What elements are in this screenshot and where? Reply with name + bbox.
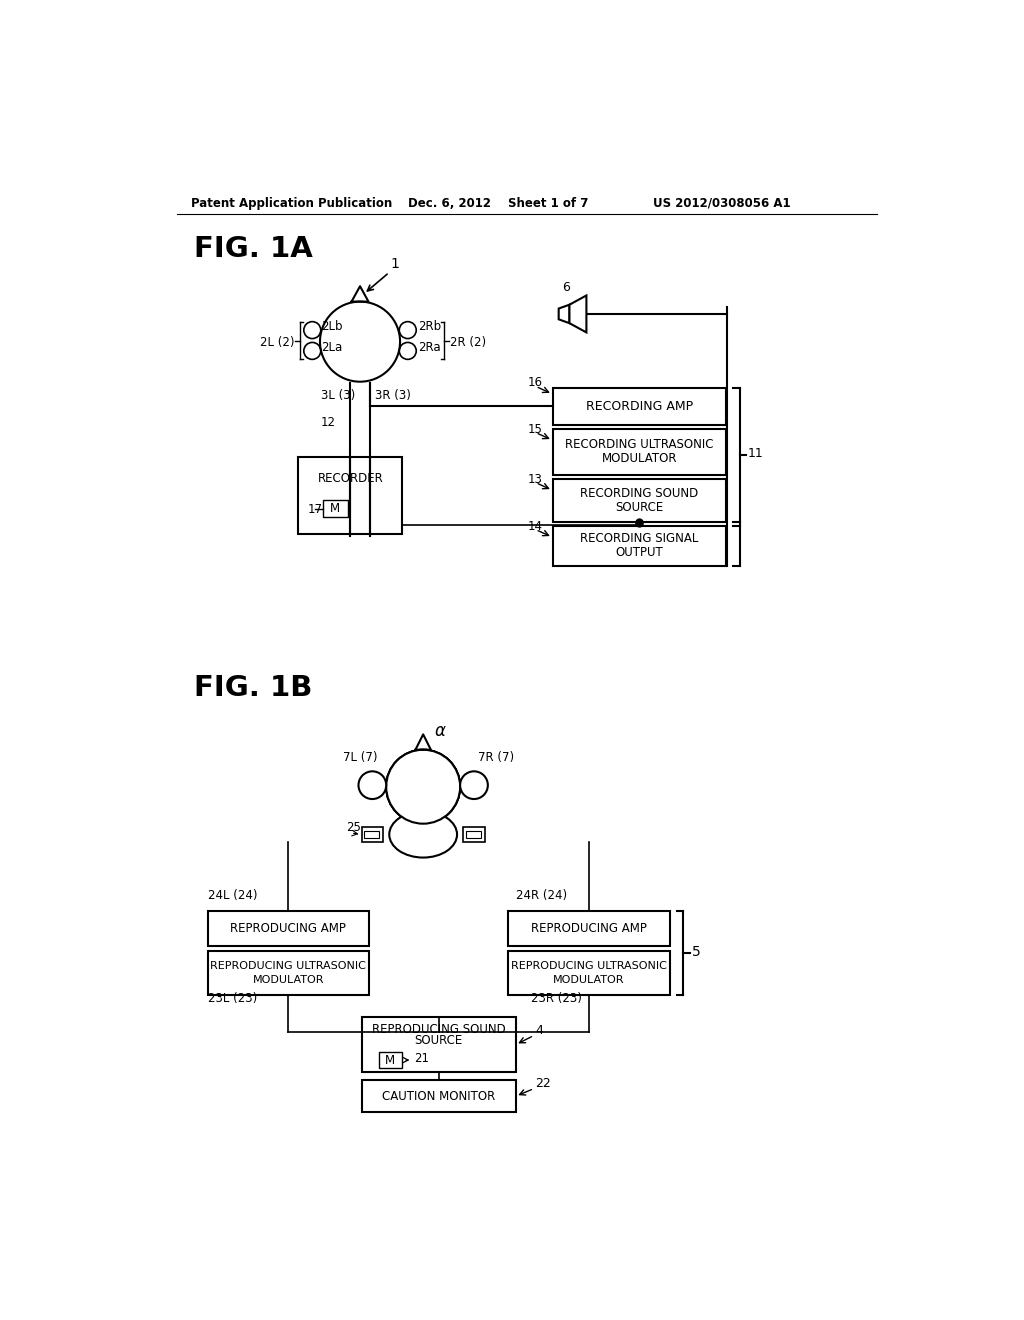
Text: 5: 5	[692, 945, 700, 958]
FancyBboxPatch shape	[361, 1080, 515, 1113]
FancyBboxPatch shape	[508, 950, 670, 995]
Text: MODULATOR: MODULATOR	[601, 453, 677, 465]
Text: US 2012/0308056 A1: US 2012/0308056 A1	[652, 197, 791, 210]
FancyBboxPatch shape	[208, 911, 370, 946]
Text: CAUTION MONITOR: CAUTION MONITOR	[382, 1090, 496, 1102]
FancyBboxPatch shape	[553, 388, 726, 425]
Text: REPRODUCING ULTRASONIC: REPRODUCING ULTRASONIC	[211, 961, 367, 972]
Text: 2Rb: 2Rb	[419, 319, 441, 333]
Text: 2L (2): 2L (2)	[260, 335, 295, 348]
Text: 1: 1	[391, 256, 399, 271]
Polygon shape	[569, 296, 587, 333]
Text: 3R (3): 3R (3)	[375, 388, 411, 401]
Text: 2Ra: 2Ra	[419, 341, 441, 354]
Text: 22: 22	[536, 1077, 551, 1090]
Text: 7R (7): 7R (7)	[478, 751, 514, 763]
Text: REPRODUCING AMP: REPRODUCING AMP	[530, 923, 646, 936]
Text: 15: 15	[528, 422, 543, 436]
Ellipse shape	[389, 812, 457, 858]
Text: 7L (7): 7L (7)	[343, 751, 378, 763]
Text: RECORDING ULTRASONIC: RECORDING ULTRASONIC	[565, 438, 714, 451]
Text: FIG. 1A: FIG. 1A	[194, 235, 312, 263]
FancyBboxPatch shape	[553, 429, 726, 475]
Text: M: M	[385, 1053, 395, 1067]
FancyBboxPatch shape	[553, 525, 726, 566]
Text: 14: 14	[528, 520, 543, 532]
Text: 24R (24): 24R (24)	[515, 890, 566, 902]
FancyBboxPatch shape	[463, 826, 484, 842]
Text: Patent Application Publication: Patent Application Publication	[190, 197, 392, 210]
Circle shape	[386, 750, 460, 824]
Text: RECORDING SOUND: RECORDING SOUND	[580, 487, 698, 500]
Text: 6: 6	[562, 281, 570, 294]
FancyBboxPatch shape	[361, 826, 383, 842]
FancyBboxPatch shape	[508, 911, 670, 946]
Circle shape	[358, 771, 386, 799]
FancyBboxPatch shape	[323, 500, 348, 517]
FancyBboxPatch shape	[466, 830, 481, 838]
Text: RECORDING SIGNAL: RECORDING SIGNAL	[580, 532, 698, 545]
Text: 11: 11	[749, 447, 764, 461]
Text: Sheet 1 of 7: Sheet 1 of 7	[508, 197, 588, 210]
FancyBboxPatch shape	[361, 1016, 515, 1072]
FancyBboxPatch shape	[298, 457, 402, 535]
Text: $\alpha$: $\alpha$	[434, 722, 446, 741]
Text: MODULATOR: MODULATOR	[553, 975, 625, 985]
FancyBboxPatch shape	[364, 830, 379, 838]
FancyBboxPatch shape	[208, 950, 370, 995]
Text: MODULATOR: MODULATOR	[253, 975, 325, 985]
Text: 12: 12	[321, 416, 336, 429]
Text: OUTPUT: OUTPUT	[615, 546, 663, 560]
Text: 13: 13	[528, 473, 543, 486]
Text: 16: 16	[528, 376, 543, 389]
Text: 21: 21	[414, 1052, 429, 1065]
Circle shape	[460, 771, 487, 799]
Text: SOURCE: SOURCE	[415, 1034, 463, 1047]
Text: M: M	[331, 502, 340, 515]
Text: 2La: 2La	[322, 341, 343, 354]
FancyBboxPatch shape	[553, 479, 726, 521]
Text: RECORDER: RECORDER	[317, 473, 383, 486]
Text: REPRODUCING ULTRASONIC: REPRODUCING ULTRASONIC	[511, 961, 667, 972]
Text: 25: 25	[346, 821, 361, 834]
Text: RECORDING AMP: RECORDING AMP	[586, 400, 692, 413]
Text: 23R (23): 23R (23)	[531, 991, 582, 1005]
Text: 17: 17	[307, 503, 323, 516]
Text: 24L (24): 24L (24)	[208, 890, 257, 902]
Text: 2R (2): 2R (2)	[451, 335, 486, 348]
Text: Dec. 6, 2012: Dec. 6, 2012	[408, 197, 490, 210]
Text: 23L (23): 23L (23)	[208, 991, 257, 1005]
FancyBboxPatch shape	[379, 1052, 401, 1068]
Text: 3L (3): 3L (3)	[321, 388, 355, 401]
Text: FIG. 1B: FIG. 1B	[194, 673, 312, 702]
Text: SOURCE: SOURCE	[615, 500, 664, 513]
Text: REPRODUCING SOUND: REPRODUCING SOUND	[372, 1023, 506, 1036]
Text: 2Lb: 2Lb	[322, 319, 343, 333]
Circle shape	[386, 750, 460, 824]
Text: 4: 4	[536, 1024, 544, 1038]
Polygon shape	[559, 305, 569, 323]
Text: REPRODUCING AMP: REPRODUCING AMP	[230, 923, 346, 936]
